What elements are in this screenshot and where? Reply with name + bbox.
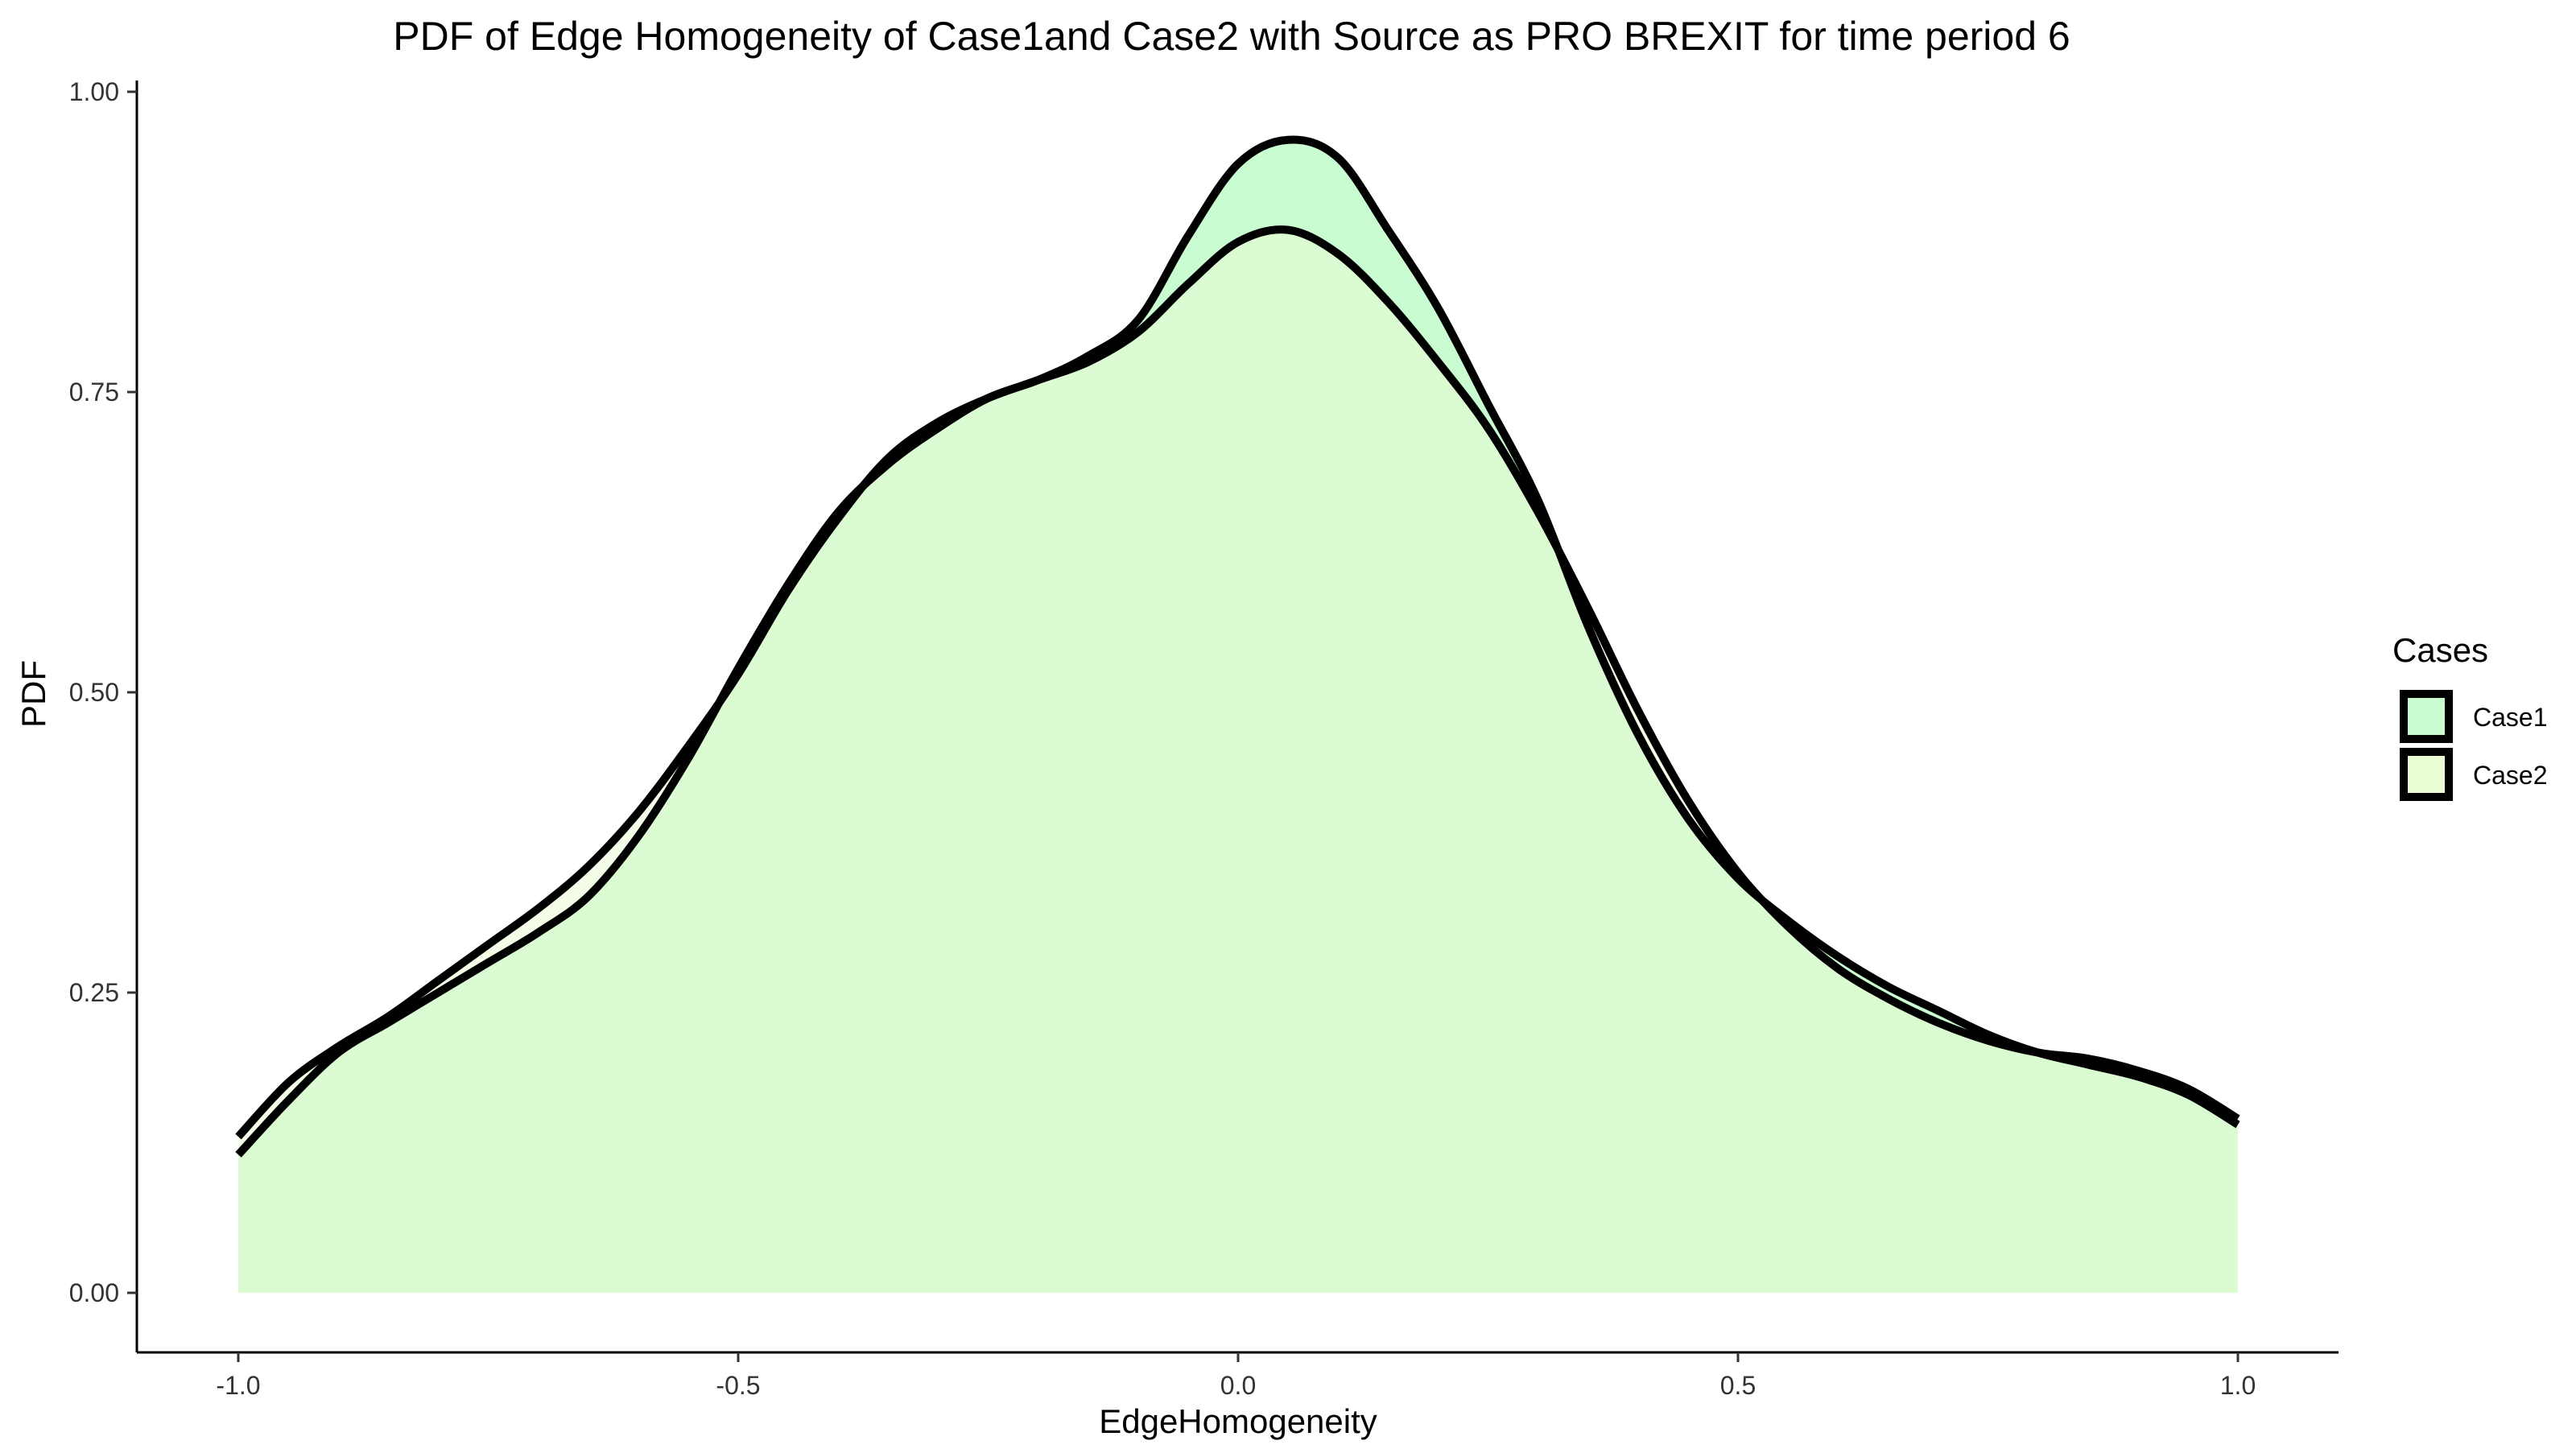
series-lines <box>235 135 2240 1158</box>
area-case2 <box>238 229 2238 1294</box>
y-ticks: 0.00 0.25 0.50 0.75 1.00 <box>69 77 137 1307</box>
density-line-case1 <box>235 135 2240 1158</box>
legend-title: Cases <box>2392 631 2488 669</box>
series-fills <box>238 139 2238 1294</box>
y-tick-label: 0.50 <box>69 678 119 707</box>
x-tick-label: 1.0 <box>2220 1371 2256 1400</box>
y-tick-label: 0.25 <box>69 978 119 1007</box>
legend-label-case2: Case2 <box>2473 761 2548 790</box>
legend: Cases Case1 Case2 <box>2392 631 2548 801</box>
x-ticks: -1.0 -0.5 0.0 0.5 1.0 <box>216 1352 2256 1400</box>
legend-key-case1 <box>2400 690 2453 743</box>
y-tick-label: 1.00 <box>69 77 119 106</box>
legend-label-case1: Case1 <box>2473 703 2548 732</box>
x-tick-label: 0.5 <box>1720 1371 1756 1400</box>
density-line-case2 <box>235 225 2240 1140</box>
x-tick-label: -1.0 <box>216 1371 260 1400</box>
y-axis-title: PDF <box>14 660 52 728</box>
x-tick-label: -0.5 <box>716 1371 760 1400</box>
legend-key-case2 <box>2400 748 2453 801</box>
chart-title: PDF of Edge Homogeneity of Case1and Case… <box>393 14 2070 59</box>
x-tick-label: 0.0 <box>1220 1371 1256 1400</box>
y-tick-label: 0.75 <box>69 378 119 407</box>
y-tick-label: 0.00 <box>69 1278 119 1307</box>
legend-items: Case1 Case2 <box>2400 690 2548 801</box>
x-axis-title: EdgeHomogeneity <box>1099 1402 1377 1440</box>
plot-area <box>235 135 2240 1294</box>
